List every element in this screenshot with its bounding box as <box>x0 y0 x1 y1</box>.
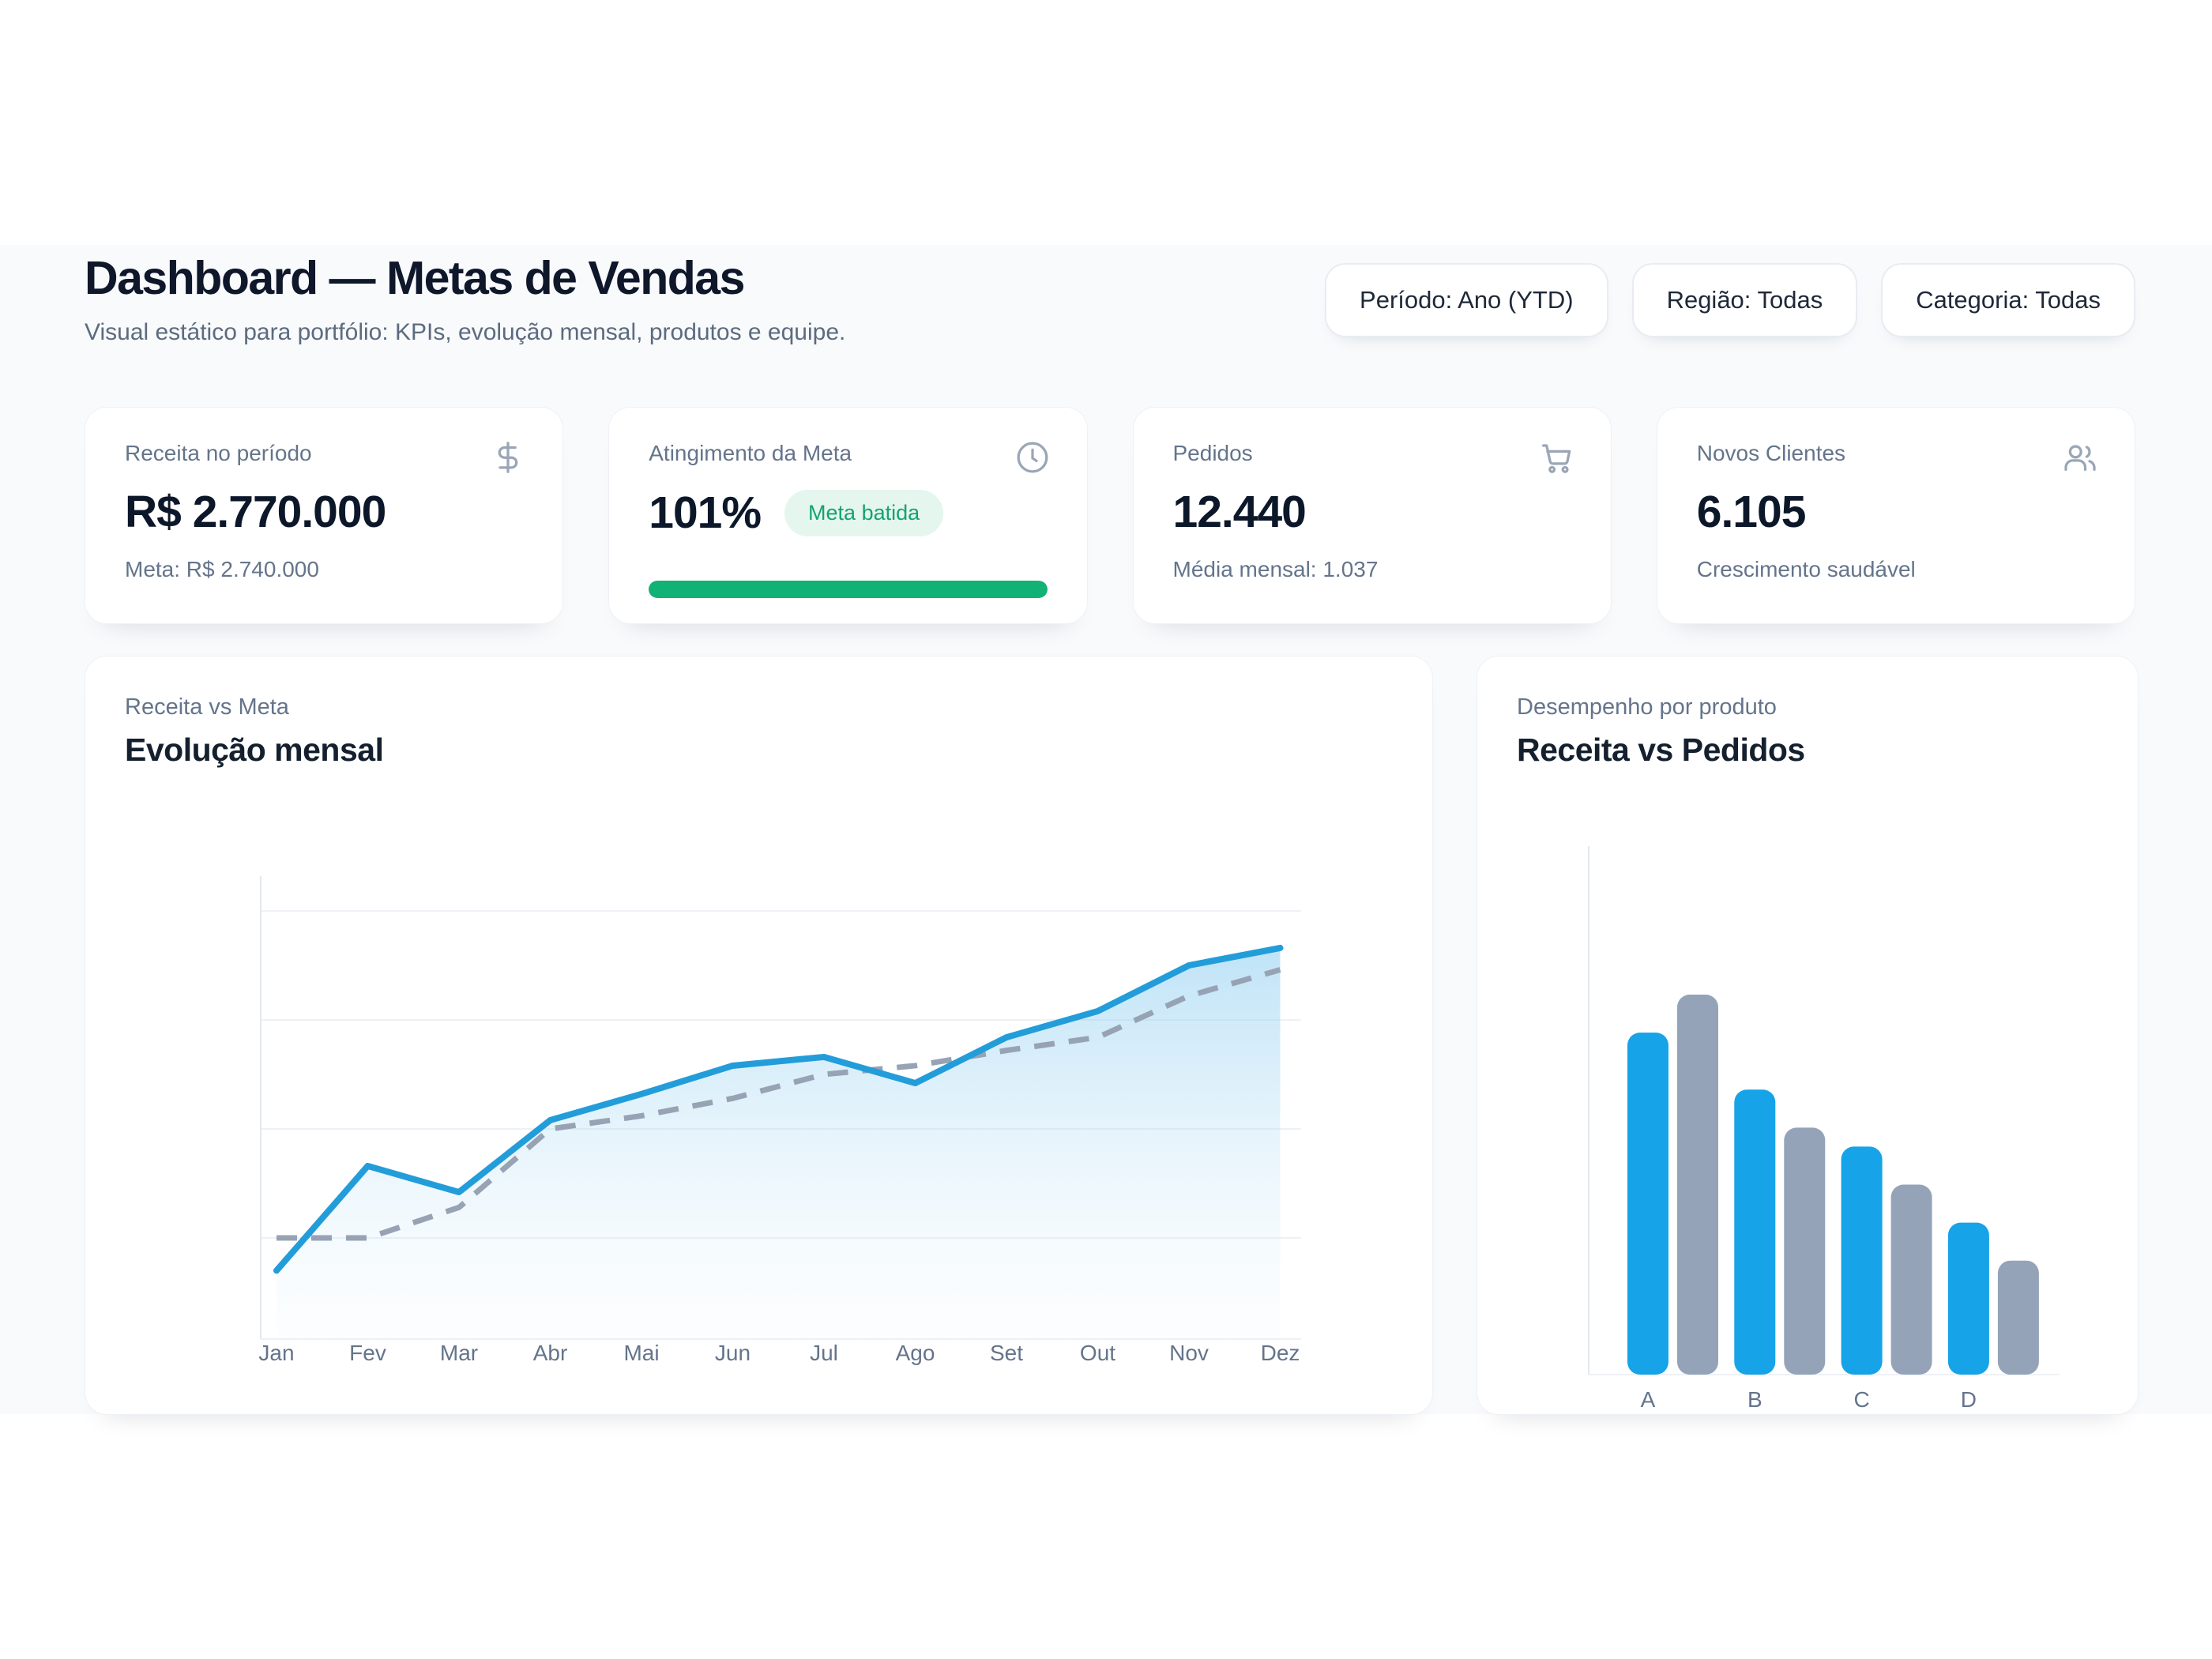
kpi-card-pedidos: Pedidos 12.440 Média mensal: 1.037 <box>1132 407 1612 624</box>
page-title: Dashboard — Metas de Vendas <box>85 252 745 304</box>
filter-bar: Período: Ano (YTD) Região: Todas Categor… <box>1325 263 2135 337</box>
kpi-value: 101% <box>649 487 762 538</box>
kpi-value: R$ 2.770.000 <box>125 487 386 537</box>
bar-chart-title: Receita vs Pedidos <box>1517 732 1805 768</box>
page-subtitle: Visual estático para portfólio: KPIs, ev… <box>85 319 846 345</box>
kpi-subtext: Meta: R$ 2.740.000 <box>125 557 319 581</box>
kpi-subtext: Média mensal: 1.037 <box>1172 557 1379 581</box>
line-chart-eyebrow: Receita vs Meta <box>125 694 289 720</box>
kpi-label: Novos Clientes <box>1696 441 1846 465</box>
bar-chart-svg: A B C D <box>1588 846 2060 1412</box>
svg-text:Mai: Mai <box>623 1341 659 1365</box>
bar-chart-card: Desempenho por produto Receita vs Pedido… <box>1477 656 2139 1415</box>
kpi-value: 12.440 <box>1172 487 1307 537</box>
page-header: Dashboard — Metas de Vendas Visual estát… <box>85 251 845 346</box>
line-chart-svg: Jan Fev Mar Abr Mai Jun Jul Ago Set Out Nov Dez <box>258 876 1301 1365</box>
filter-regiao[interactable]: Região: Todas <box>1631 263 1858 337</box>
svg-text:Out: Out <box>1080 1341 1115 1365</box>
bar-chart-eyebrow: Desempenho por produto <box>1517 694 1777 720</box>
line-chart-header: Receita vs Meta Evolução mensal <box>125 694 384 769</box>
svg-text:Mar: Mar <box>440 1341 478 1365</box>
bar-chart-header: Desempenho por produto Receita vs Pedido… <box>1517 694 1805 769</box>
kpi-card-novos-clientes: Novos Clientes 6.105 Crescimento saudáve… <box>1656 407 2135 624</box>
svg-text:Set: Set <box>990 1341 1023 1365</box>
kpi-subtext: Crescimento saudável <box>1696 557 1916 581</box>
goal-progress-track <box>649 581 1048 598</box>
svg-text:Jun: Jun <box>715 1341 750 1365</box>
svg-text:Dez: Dez <box>1261 1341 1300 1365</box>
filter-categoria[interactable]: Categoria: Todas <box>1881 263 2135 337</box>
kpi-row: Receita no período R$ 2.770.000 Meta: R$… <box>85 407 2135 624</box>
svg-text:C: C <box>1853 1387 1869 1412</box>
kpi-label: Pedidos <box>1172 441 1253 465</box>
clock-icon <box>1014 439 1051 476</box>
cart-icon <box>1538 439 1574 476</box>
kpi-label: Atingimento da Meta <box>649 441 852 465</box>
kpi-label: Receita no período <box>125 441 312 465</box>
svg-text:Ago: Ago <box>896 1341 935 1365</box>
svg-text:Nov: Nov <box>1169 1341 1209 1365</box>
dollar-icon <box>490 439 526 476</box>
kpi-value-row: 101% Meta batida <box>649 490 1047 536</box>
kpi-value: 6.105 <box>1696 487 1807 537</box>
svg-text:Abr: Abr <box>533 1341 568 1365</box>
filter-periodo[interactable]: Período: Ano (YTD) <box>1325 263 1608 337</box>
svg-text:Jul: Jul <box>810 1341 838 1365</box>
users-icon <box>2062 439 2098 476</box>
charts-row: Receita vs Meta Evolução mensal Jan Fev Ma… <box>85 656 2139 1415</box>
line-chart-card: Receita vs Meta Evolução mensal Jan Fev Ma… <box>85 656 1433 1415</box>
kpi-card-receita: Receita no período R$ 2.770.000 Meta: R$… <box>85 407 564 624</box>
svg-text:A: A <box>1641 1387 1656 1412</box>
svg-text:Jan: Jan <box>258 1341 294 1365</box>
status-badge: Meta batida <box>784 490 944 536</box>
svg-text:Fev: Fev <box>349 1341 386 1365</box>
svg-text:D: D <box>1961 1387 1977 1412</box>
svg-text:B: B <box>1747 1387 1762 1412</box>
goal-progress-fill <box>649 581 1048 598</box>
line-chart-title: Evolução mensal <box>125 732 384 768</box>
kpi-card-atingimento: Atingimento da Meta 101% Meta batida <box>608 407 1088 624</box>
